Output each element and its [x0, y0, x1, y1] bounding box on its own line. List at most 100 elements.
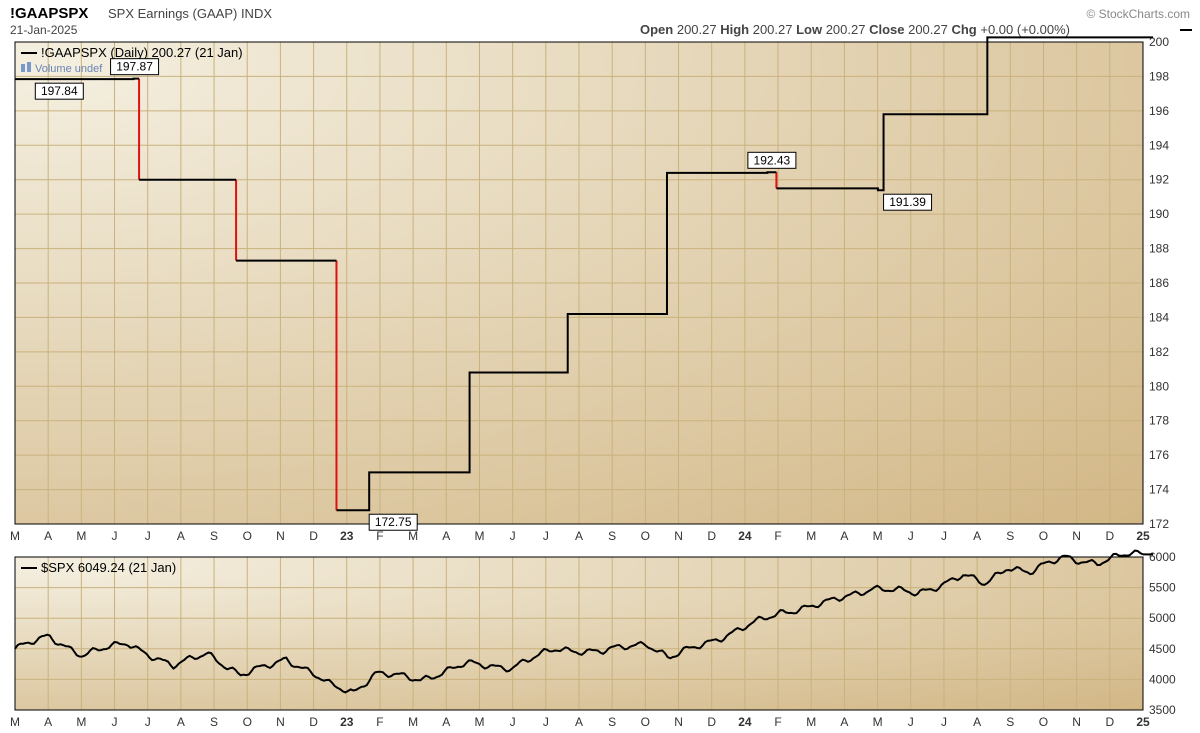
attribution: © StockCharts.com: [1086, 7, 1190, 21]
x-tick-label: S: [210, 529, 218, 543]
volume-note: Volume undef: [35, 63, 103, 75]
lower-y-tick: 5000: [1149, 611, 1176, 625]
callout-text: 197.87: [116, 60, 153, 74]
lower-x-tick: M: [806, 715, 816, 729]
lower-x-tick: D: [309, 715, 318, 729]
lower-y-tick: 3500: [1149, 703, 1176, 717]
x-tick-label: J: [510, 529, 516, 543]
lower-x-tick: A: [840, 715, 848, 729]
y-tick-label: 172: [1149, 517, 1169, 531]
x-tick-label: A: [575, 529, 583, 543]
main-legend: !GAAPSPX (Daily) 200.27 (21 Jan): [41, 45, 243, 60]
lower-x-tick: 23: [340, 715, 354, 729]
x-tick-label: N: [276, 529, 285, 543]
lower-x-tick: J: [145, 715, 151, 729]
x-tick-label: D: [309, 529, 318, 543]
x-tick-label: M: [76, 529, 86, 543]
lower-x-tick: J: [543, 715, 549, 729]
x-tick-label: 24: [738, 529, 752, 543]
y-tick-label: 182: [1149, 345, 1169, 359]
lower-x-tick: M: [76, 715, 86, 729]
lower-y-tick: 6000: [1149, 550, 1176, 564]
lower-x-tick: M: [10, 715, 20, 729]
lower-x-tick: S: [210, 715, 218, 729]
y-tick-label: 178: [1149, 414, 1169, 428]
lower-x-tick: O: [641, 715, 650, 729]
lower-x-tick: N: [1072, 715, 1081, 729]
x-tick-label: S: [608, 529, 616, 543]
callout-text: 192.43: [754, 153, 791, 167]
x-tick-label: M: [474, 529, 484, 543]
lower-x-tick: O: [1039, 715, 1048, 729]
lower-x-tick: N: [276, 715, 285, 729]
x-tick-label: N: [1072, 529, 1081, 543]
x-tick-label: J: [112, 529, 118, 543]
lower-x-tick: M: [873, 715, 883, 729]
lower-x-tick: F: [774, 715, 781, 729]
lower-x-tick: N: [674, 715, 683, 729]
lower-x-tick: A: [442, 715, 450, 729]
y-tick-label: 174: [1149, 483, 1169, 497]
x-tick-label: J: [145, 529, 151, 543]
x-tick-label: A: [177, 529, 185, 543]
y-tick-label: 176: [1149, 448, 1169, 462]
lower-x-tick: O: [243, 715, 252, 729]
x-tick-label: A: [44, 529, 52, 543]
y-tick-label: 188: [1149, 242, 1169, 256]
lower-x-tick: D: [1105, 715, 1114, 729]
x-tick-label: S: [1006, 529, 1014, 543]
x-tick-label: J: [941, 529, 947, 543]
callout-text: 197.84: [41, 84, 78, 98]
x-tick-label: F: [774, 529, 781, 543]
callout-text: 191.39: [889, 195, 926, 209]
lower-x-tick: S: [608, 715, 616, 729]
y-tick-label: 186: [1149, 276, 1169, 290]
y-tick-label: 196: [1149, 104, 1169, 118]
x-tick-label: 23: [340, 529, 354, 543]
x-tick-label: A: [840, 529, 848, 543]
ohlc-line: Open 200.27 High 200.27 Low 200.27 Close…: [640, 22, 1070, 37]
lower-x-tick: J: [941, 715, 947, 729]
y-tick-label: 198: [1149, 69, 1169, 83]
y-tick-label: 190: [1149, 207, 1169, 221]
lower-y-tick: 5500: [1149, 581, 1176, 595]
chart-date: 21-Jan-2025: [10, 23, 78, 37]
callout-text: 172.75: [375, 515, 412, 529]
lower-x-tick: A: [973, 715, 981, 729]
x-tick-label: M: [408, 529, 418, 543]
lower-x-tick: F: [376, 715, 383, 729]
x-tick-label: M: [10, 529, 20, 543]
lower-x-tick: M: [408, 715, 418, 729]
x-tick-label: J: [543, 529, 549, 543]
x-tick-label: D: [1105, 529, 1114, 543]
y-tick-label: 192: [1149, 173, 1169, 187]
x-tick-label: O: [641, 529, 650, 543]
lower-x-tick: A: [575, 715, 583, 729]
lower-x-tick: A: [177, 715, 185, 729]
lower-y-tick: 4000: [1149, 672, 1176, 686]
y-tick-label: 194: [1149, 138, 1169, 152]
lower-y-tick: 4500: [1149, 642, 1176, 656]
lower-x-tick: S: [1006, 715, 1014, 729]
chart-container: !GAAPSPX SPX Earnings (GAAP) INDX 21-Jan-2…: [0, 0, 1200, 733]
x-tick-label: M: [873, 529, 883, 543]
lower-x-tick: J: [112, 715, 118, 729]
lower-x-tick: 25: [1136, 715, 1150, 729]
symbol-name: SPX Earnings (GAAP) INDX: [108, 6, 272, 21]
x-tick-label: O: [1039, 529, 1048, 543]
lower-x-tick: A: [44, 715, 52, 729]
x-tick-label: F: [376, 529, 383, 543]
lower-x-tick: 24: [738, 715, 752, 729]
x-tick-label: 25: [1136, 529, 1150, 543]
lower-x-tick: J: [510, 715, 516, 729]
x-tick-label: A: [973, 529, 981, 543]
x-tick-label: M: [806, 529, 816, 543]
x-tick-label: O: [243, 529, 252, 543]
y-tick-label: 184: [1149, 310, 1169, 324]
chart-svg: !GAAPSPX SPX Earnings (GAAP) INDX 21-Jan-2…: [0, 0, 1200, 733]
x-tick-label: J: [908, 529, 914, 543]
lower-x-tick: D: [707, 715, 716, 729]
x-tick-label: A: [442, 529, 450, 543]
symbol: !GAAPSPX: [10, 5, 88, 22]
x-tick-label: D: [707, 529, 716, 543]
